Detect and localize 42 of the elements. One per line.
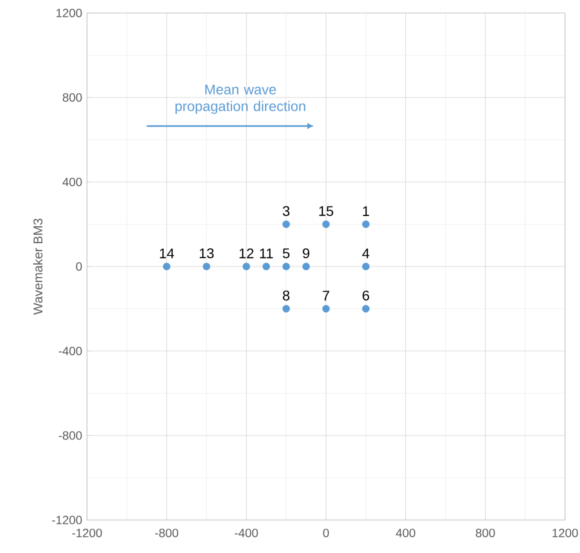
point	[262, 262, 270, 270]
annotation: 3	[282, 206, 290, 216]
x-tick-label: 400	[396, 528, 416, 538]
point	[322, 305, 330, 312]
annotation: 5	[282, 248, 290, 258]
annotation: 12	[240, 248, 254, 258]
y-axis-title: Wavemaker BM3	[33, 218, 42, 315]
point	[282, 262, 290, 270]
point	[282, 220, 290, 228]
point	[302, 262, 310, 270]
point	[362, 305, 370, 312]
point	[202, 262, 210, 270]
point	[282, 305, 290, 312]
annotation: 11	[260, 248, 273, 258]
x-tick-label: -1200	[72, 528, 102, 538]
annotation: 8	[282, 290, 290, 300]
x-tick-label: 1200	[552, 528, 578, 538]
point	[362, 220, 370, 228]
annotation: Mean wave propagation direction	[175, 84, 306, 114]
point	[162, 262, 170, 270]
x-tick-label: 800	[476, 528, 495, 538]
y-tick-label: 400	[62, 178, 82, 186]
point	[242, 262, 250, 270]
annotation: 13	[200, 248, 214, 258]
annotation: 6	[362, 290, 370, 300]
point	[322, 220, 330, 228]
y-tick-label: 1200	[56, 8, 82, 18]
annotation: 9	[302, 248, 310, 258]
annotation: 15	[319, 206, 334, 216]
annotation: 7	[322, 290, 330, 300]
annotation: 14	[160, 248, 174, 258]
y-tick-label: -400	[58, 346, 82, 356]
y-tick-label: -800	[58, 431, 82, 440]
y-tick-label: -1200	[52, 516, 82, 524]
point	[362, 262, 370, 270]
annotation: 4	[362, 248, 370, 258]
annotation: 1	[363, 206, 370, 216]
x-tick-label: 0	[323, 528, 329, 538]
y-tick-label: 0	[76, 262, 82, 271]
x-tick-label: -800	[155, 528, 178, 538]
x-tick-label: -400	[234, 528, 258, 538]
y-tick-label: 800	[62, 93, 82, 102]
